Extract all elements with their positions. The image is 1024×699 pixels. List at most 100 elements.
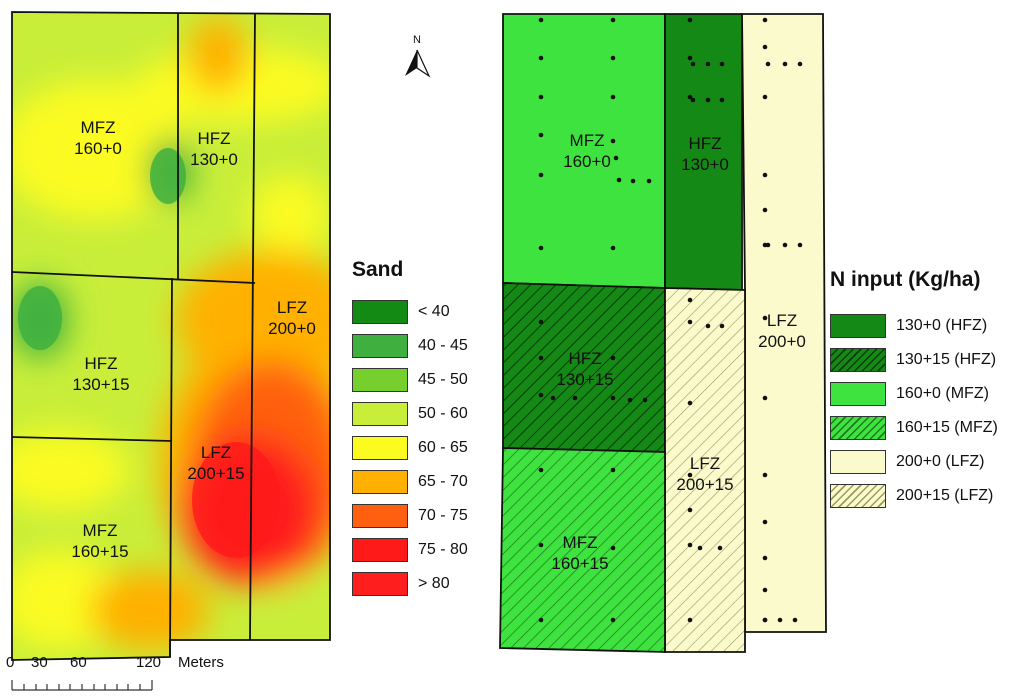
scale-bar: [11, 680, 153, 691]
sample-point: [610, 138, 616, 144]
sand-legend-item: 75 - 80: [352, 536, 468, 564]
sample-point: [762, 472, 768, 478]
legend-label: 130+0 (HFZ): [896, 317, 988, 334]
legend-swatch: [352, 334, 408, 358]
legend-label: < 40: [418, 303, 450, 320]
legend-swatch: [352, 436, 408, 460]
sample-point: [627, 397, 633, 403]
sample-point: [719, 97, 725, 103]
n-zone-label: HFZ 130+15: [556, 349, 614, 389]
sample-point: [610, 94, 616, 100]
sample-point: [762, 94, 768, 100]
sand-legend-item: 50 - 60: [352, 400, 468, 428]
sample-point: [687, 297, 693, 303]
n-zone-label: LFZ 200+0: [758, 311, 806, 351]
sample-point: [538, 17, 544, 23]
n-input-legend-item: 200+15 (LFZ): [830, 482, 993, 510]
sand-map-zone-boundaries: [11, 11, 331, 661]
legend-swatch: [830, 314, 886, 338]
legend-swatch: [352, 538, 408, 562]
sample-point: [705, 97, 711, 103]
sample-point: [646, 178, 652, 184]
sample-point: [797, 61, 803, 67]
sample-point: [765, 61, 771, 67]
sample-point: [550, 395, 556, 401]
legend-label: 40 - 45: [418, 337, 468, 354]
legend-label: 160+0 (MFZ): [896, 385, 989, 402]
legend-swatch: [352, 504, 408, 528]
sample-point: [687, 617, 693, 623]
sample-point: [538, 132, 544, 138]
legend-label: 200+0 (LFZ): [896, 453, 985, 470]
n-zone-label: LFZ 200+15: [676, 454, 734, 494]
sand-legend-item: 70 - 75: [352, 502, 468, 530]
sample-point: [630, 178, 636, 184]
north-label: N: [413, 34, 421, 46]
sample-point: [762, 617, 768, 623]
hatched-legend-swatch: [830, 416, 886, 440]
n-zone-label: MFZ 160+0: [563, 131, 611, 171]
sample-point: [762, 172, 768, 178]
legend-label: 160+15 (MFZ): [896, 419, 998, 436]
sand-legend-item: < 40: [352, 298, 450, 326]
sample-point: [610, 355, 616, 361]
sample-point: [538, 245, 544, 251]
sand-legend-item: > 80: [352, 570, 450, 598]
legend-swatch: [352, 300, 408, 324]
legend-label: 200+15 (LFZ): [896, 487, 994, 504]
sample-point: [765, 242, 771, 248]
sample-point: [538, 355, 544, 361]
sand-map: [12, 12, 330, 660]
zone-lfz-200-0: [741, 13, 827, 633]
scale-label: 0: [6, 654, 15, 671]
sample-point: [762, 315, 768, 321]
sample-point: [538, 55, 544, 61]
sample-point: [690, 97, 696, 103]
sample-point: [687, 400, 693, 406]
sample-point: [687, 319, 693, 325]
scale-label: 60: [70, 654, 87, 671]
legend-label: 65 - 70: [418, 473, 468, 490]
n-zone-label: MFZ 160+15: [551, 533, 609, 573]
sample-point: [705, 61, 711, 67]
sample-point: [782, 61, 788, 67]
sample-point: [719, 323, 725, 329]
sample-point: [538, 542, 544, 548]
hatched-legend-swatch: [830, 484, 886, 508]
sample-point: [697, 545, 703, 551]
sample-point: [642, 397, 648, 403]
legend-swatch: [830, 450, 886, 474]
sample-point: [797, 242, 803, 248]
sample-point: [687, 507, 693, 513]
sample-point: [538, 392, 544, 398]
sample-point: [610, 395, 616, 401]
sample-point: [538, 467, 544, 473]
sample-point: [762, 395, 768, 401]
sample-point: [616, 177, 622, 183]
n-input-legend-title: N input (Kg/ha): [830, 268, 981, 291]
legend-swatch: [352, 368, 408, 392]
sample-point: [777, 617, 783, 623]
sample-point: [690, 61, 696, 67]
scale-label: 30: [31, 654, 48, 671]
sample-point: [538, 94, 544, 100]
n-input-map: [499, 13, 827, 653]
sample-point: [610, 55, 616, 61]
n-input-legend-item: 130+15 (HFZ): [830, 346, 996, 374]
sample-point: [610, 467, 616, 473]
n-input-legend-item: 160+0 (MFZ): [830, 380, 989, 408]
sample-point: [610, 17, 616, 23]
scale-label: 120: [136, 654, 162, 671]
sample-point: [762, 587, 768, 593]
sample-point: [687, 17, 693, 23]
sample-point: [610, 617, 616, 623]
sample-point: [719, 61, 725, 67]
sample-point: [705, 323, 711, 329]
scale-unit-label: Meters: [178, 654, 224, 671]
sand-zone-label: HFZ 130+15: [72, 354, 130, 394]
legend-swatch: [352, 402, 408, 426]
sample-point: [613, 155, 619, 161]
sample-point: [792, 617, 798, 623]
sample-point: [538, 172, 544, 178]
